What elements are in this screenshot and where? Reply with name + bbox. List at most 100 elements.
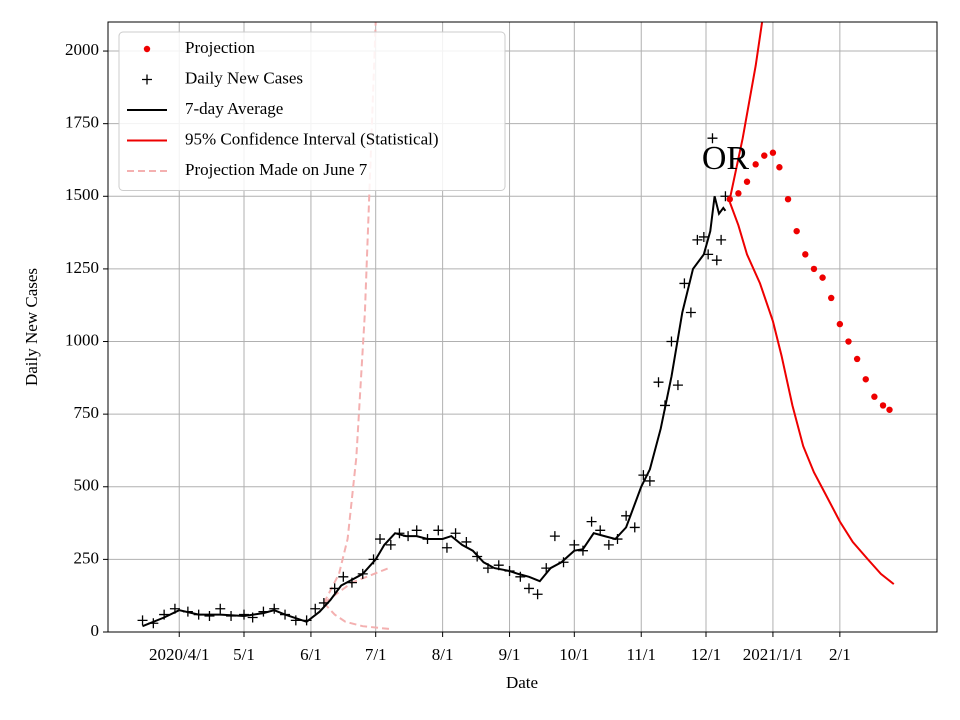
- legend-label: Projection Made on June 7: [185, 160, 368, 179]
- projection-dot: [862, 376, 869, 383]
- case-marker: [290, 615, 301, 626]
- case-marker: [659, 400, 670, 411]
- case-marker: [137, 615, 148, 626]
- y-axis-label: Daily New Cases: [22, 268, 41, 386]
- legend-label: Projection: [185, 38, 255, 57]
- y-tick-label: 1750: [65, 113, 99, 132]
- case-marker: [515, 571, 526, 582]
- x-tick-label: 5/1: [233, 645, 255, 664]
- case-marker: [711, 255, 722, 266]
- series-line: [728, 22, 895, 585]
- y-tick-label: 2000: [65, 40, 99, 59]
- case-marker: [193, 609, 204, 620]
- case-marker: [403, 531, 414, 542]
- case-marker: [523, 583, 534, 594]
- x-tick-label: 2020/4/1: [149, 645, 209, 664]
- projection-dot: [776, 164, 783, 171]
- case-marker: [586, 516, 597, 527]
- y-tick-label: 1250: [65, 258, 99, 277]
- case-marker: [577, 545, 588, 556]
- case-marker: [182, 606, 193, 617]
- projection-dot: [752, 161, 759, 168]
- x-tick-label: 10/1: [559, 645, 589, 664]
- projection-dot: [726, 195, 733, 203]
- projection-dot: [828, 294, 835, 302]
- axes-frame: [107, 21, 938, 633]
- legend-marker: [143, 45, 151, 53]
- legend-box: [118, 31, 506, 191]
- case-marker: [558, 557, 569, 568]
- projection-dot: [819, 274, 826, 281]
- x-tick-label: 7/1: [365, 645, 387, 664]
- case-marker: [541, 563, 552, 574]
- case-marker: [612, 534, 623, 545]
- projection-dot: [802, 251, 809, 258]
- case-marker: [549, 531, 560, 542]
- case-marker: [644, 475, 655, 486]
- y-tick-label: 0: [91, 621, 100, 640]
- case-marker: [672, 380, 683, 391]
- case-marker: [482, 563, 493, 574]
- case-marker: [346, 577, 357, 588]
- x-tick-label: 6/1: [300, 645, 322, 664]
- case-marker: [450, 528, 461, 539]
- case-marker: [692, 234, 703, 245]
- case-marker: [148, 618, 159, 629]
- case-marker: [472, 551, 483, 562]
- projection-dot: [879, 402, 887, 409]
- case-marker: [226, 611, 237, 622]
- projection-dot: [761, 152, 768, 159]
- plot-area: [137, 22, 895, 631]
- case-marker: [621, 510, 632, 521]
- case-marker: [603, 539, 614, 550]
- case-marker: [318, 597, 329, 608]
- case-marker: [169, 603, 180, 614]
- projection-dot: [793, 227, 800, 235]
- case-marker: [595, 525, 606, 536]
- projection-dot: [871, 393, 878, 400]
- x-tick-label: 9/1: [499, 645, 521, 664]
- case-marker: [411, 525, 422, 536]
- case-marker: [569, 539, 580, 550]
- case-marker: [679, 278, 690, 289]
- series-line: [142, 196, 727, 628]
- projection-dot: [735, 190, 742, 197]
- case-marker: [280, 609, 291, 620]
- projection-dot: [743, 178, 751, 185]
- case-marker: [258, 606, 269, 617]
- case-marker: [159, 609, 170, 620]
- projection-dot: [845, 338, 852, 345]
- case-marker: [532, 589, 543, 600]
- case-marker: [441, 542, 452, 553]
- case-marker: [329, 583, 340, 594]
- case-marker: [685, 307, 696, 318]
- projection-dot: [853, 355, 861, 363]
- case-marker: [493, 560, 504, 571]
- y-tick-label: 1000: [65, 330, 99, 349]
- case-marker: [638, 470, 649, 481]
- y-tick-label: 500: [74, 476, 100, 495]
- case-marker: [204, 611, 215, 622]
- case-marker: [422, 534, 433, 545]
- legend-marker: [142, 74, 152, 85]
- x-tick-label: 12/1: [691, 645, 721, 664]
- case-marker: [301, 615, 312, 626]
- case-marker: [504, 566, 515, 576]
- case-marker: [385, 539, 396, 550]
- case-marker: [716, 234, 727, 245]
- case-marker: [703, 249, 714, 260]
- projection-dot: [810, 265, 818, 273]
- x-tick-label: 11/1: [626, 645, 656, 664]
- legend-label: 95% Confidence Interval (Statistical): [185, 129, 439, 148]
- case-marker: [629, 522, 640, 533]
- case-marker: [653, 377, 664, 388]
- case-marker: [310, 603, 321, 614]
- x-tick-label: 8/1: [432, 645, 454, 664]
- projection-dot: [769, 149, 777, 156]
- case-marker: [247, 612, 258, 623]
- case-marker: [666, 336, 677, 347]
- legend-label: Daily New Cases: [185, 68, 303, 87]
- case-marker: [375, 534, 386, 545]
- case-marker: [215, 603, 226, 614]
